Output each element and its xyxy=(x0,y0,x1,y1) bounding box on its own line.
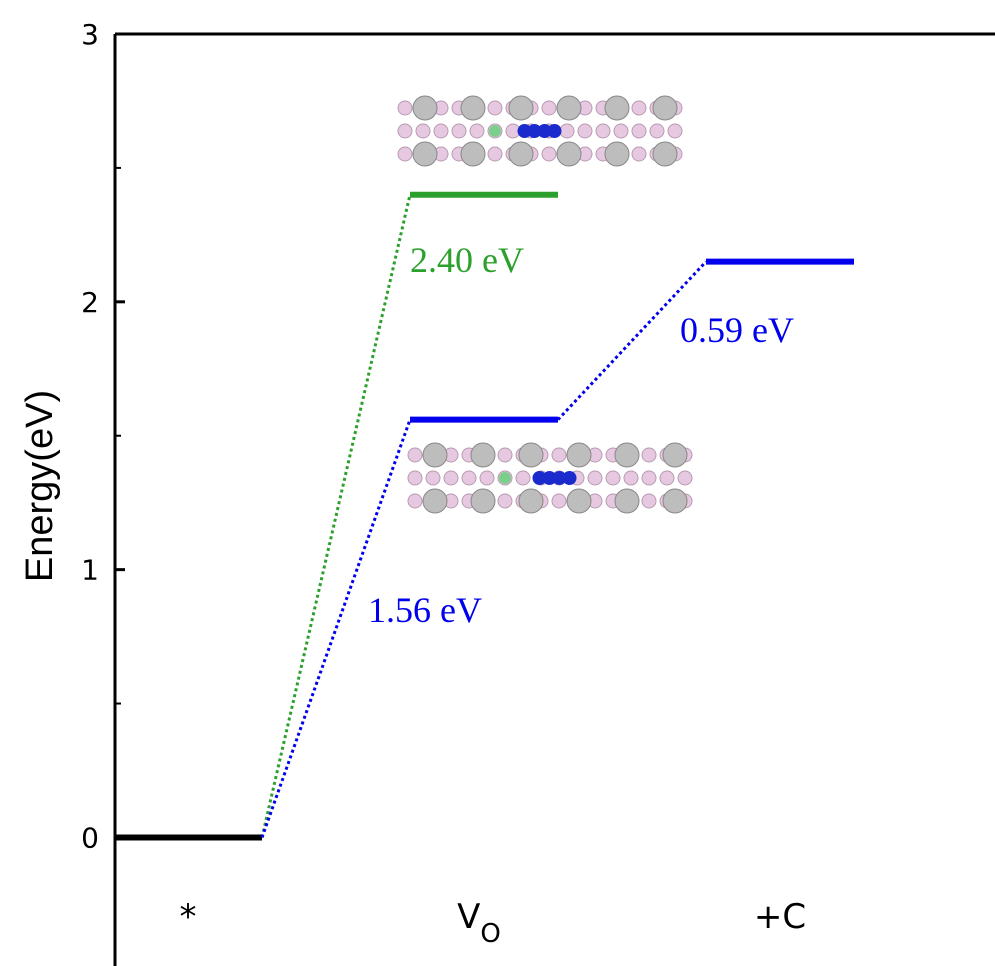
atom xyxy=(461,142,485,166)
atom xyxy=(498,494,512,508)
atom xyxy=(542,101,556,115)
y-axis-label: Energy(eV) xyxy=(19,390,61,582)
atom xyxy=(663,489,687,513)
atom xyxy=(488,147,502,161)
atom xyxy=(642,448,656,462)
atom xyxy=(615,489,639,513)
atom xyxy=(423,443,447,467)
atom xyxy=(632,124,646,138)
atom xyxy=(567,489,591,513)
atom xyxy=(642,494,656,508)
atom xyxy=(398,124,412,138)
category-subscript: O xyxy=(480,919,500,949)
connector xyxy=(262,195,410,838)
atom xyxy=(552,448,566,462)
atom xyxy=(557,142,581,166)
atom xyxy=(650,124,664,138)
atom xyxy=(498,448,512,462)
atom xyxy=(452,124,466,138)
atom xyxy=(519,489,543,513)
atom xyxy=(632,147,646,161)
category-text: * xyxy=(180,897,197,937)
atom xyxy=(470,124,484,138)
atom xyxy=(499,472,511,484)
value-label: 0.59 eV xyxy=(680,310,794,350)
atom xyxy=(444,471,458,485)
atom xyxy=(668,124,682,138)
atom xyxy=(462,471,476,485)
atom xyxy=(552,494,566,508)
atom xyxy=(408,448,422,462)
atom xyxy=(606,471,620,485)
y-tick-label: 2 xyxy=(81,286,99,319)
atom xyxy=(624,471,638,485)
structure-image xyxy=(398,96,682,166)
atom xyxy=(557,96,581,120)
atom xyxy=(548,124,562,138)
atom xyxy=(614,124,628,138)
atom xyxy=(542,147,556,161)
atom xyxy=(560,124,574,138)
atom xyxy=(605,96,629,120)
category-text: V xyxy=(457,897,480,937)
atom xyxy=(578,124,592,138)
atom xyxy=(488,101,502,115)
value-label: 1.56 eV xyxy=(368,590,482,630)
atom xyxy=(489,125,501,137)
atom xyxy=(471,489,495,513)
value-label: 2.40 eV xyxy=(410,240,524,280)
y-tick-label: 1 xyxy=(81,554,99,587)
atom xyxy=(516,471,530,485)
atom xyxy=(423,489,447,513)
atom xyxy=(567,443,591,467)
atom xyxy=(408,471,422,485)
atom xyxy=(653,142,677,166)
atom xyxy=(509,96,533,120)
atom xyxy=(519,443,543,467)
atom xyxy=(678,471,692,485)
y-tick-label: 0 xyxy=(81,821,99,854)
atom xyxy=(588,471,602,485)
structure-image xyxy=(408,443,692,513)
atom xyxy=(416,124,430,138)
atom xyxy=(408,494,422,508)
x-category-label: * xyxy=(180,897,197,937)
x-category-label: +C xyxy=(754,897,806,937)
atom xyxy=(413,142,437,166)
x-category-label: VO xyxy=(457,897,501,949)
atom xyxy=(398,147,412,161)
atom xyxy=(653,96,677,120)
atom xyxy=(426,471,440,485)
atom xyxy=(663,443,687,467)
atom xyxy=(434,124,448,138)
atom xyxy=(461,96,485,120)
atom xyxy=(480,471,494,485)
atom xyxy=(471,443,495,467)
atom xyxy=(509,142,533,166)
atom xyxy=(563,471,577,485)
atom xyxy=(596,124,610,138)
atom xyxy=(398,101,412,115)
atom xyxy=(632,101,646,115)
atom xyxy=(642,471,656,485)
chart: Energy(eV) 0 1 2 3 * VO +C 2.40 eV 1.56 eV 0.59 e… xyxy=(0,0,995,966)
atom xyxy=(605,142,629,166)
atom xyxy=(615,443,639,467)
category-text: +C xyxy=(754,897,806,937)
atom xyxy=(413,96,437,120)
y-tick-label: 3 xyxy=(81,18,99,51)
atom xyxy=(660,471,674,485)
